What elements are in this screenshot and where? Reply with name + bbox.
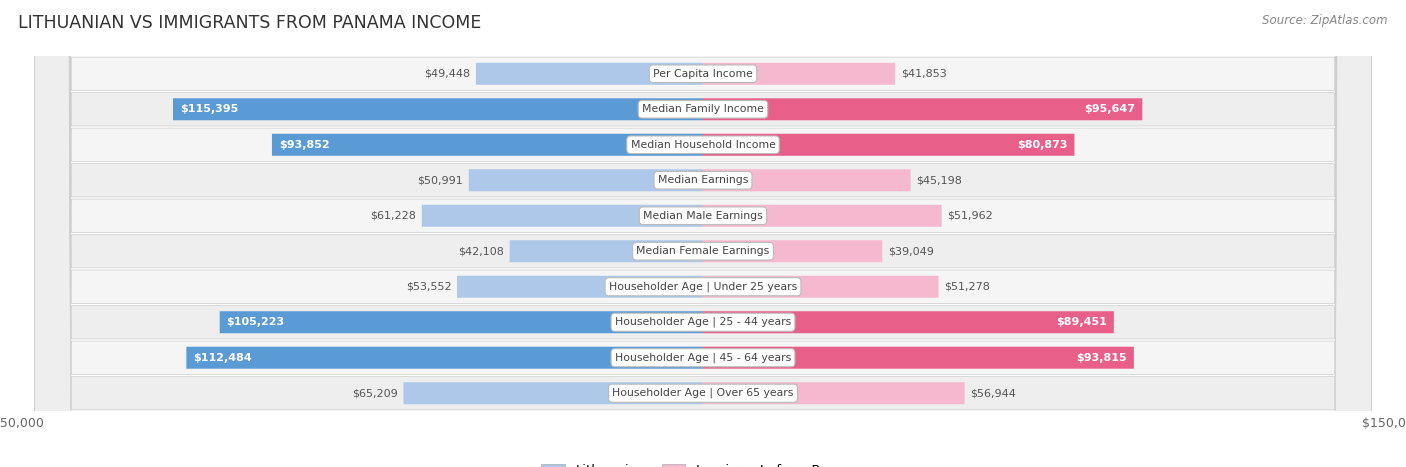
FancyBboxPatch shape [35, 0, 1371, 467]
Text: $53,552: $53,552 [406, 282, 451, 292]
FancyBboxPatch shape [703, 240, 883, 262]
FancyBboxPatch shape [35, 0, 1371, 467]
Text: Median Family Income: Median Family Income [643, 104, 763, 114]
Text: Householder Age | Under 25 years: Householder Age | Under 25 years [609, 282, 797, 292]
FancyBboxPatch shape [703, 382, 965, 404]
Text: Source: ZipAtlas.com: Source: ZipAtlas.com [1263, 14, 1388, 27]
FancyBboxPatch shape [703, 134, 1074, 156]
FancyBboxPatch shape [187, 347, 703, 369]
FancyBboxPatch shape [457, 276, 703, 298]
Text: $115,395: $115,395 [180, 104, 238, 114]
Text: $51,962: $51,962 [948, 211, 993, 221]
FancyBboxPatch shape [703, 169, 911, 191]
Text: Median Household Income: Median Household Income [630, 140, 776, 150]
Text: $42,108: $42,108 [458, 246, 505, 256]
Text: $112,484: $112,484 [193, 353, 252, 363]
FancyBboxPatch shape [35, 0, 1371, 467]
FancyBboxPatch shape [703, 276, 939, 298]
Text: $80,873: $80,873 [1017, 140, 1067, 150]
Text: Median Earnings: Median Earnings [658, 175, 748, 185]
Text: $56,944: $56,944 [970, 388, 1017, 398]
Text: Householder Age | 25 - 44 years: Householder Age | 25 - 44 years [614, 317, 792, 327]
Text: $61,228: $61,228 [370, 211, 416, 221]
Text: LITHUANIAN VS IMMIGRANTS FROM PANAMA INCOME: LITHUANIAN VS IMMIGRANTS FROM PANAMA INC… [18, 14, 482, 32]
Text: $93,852: $93,852 [278, 140, 329, 150]
FancyBboxPatch shape [422, 205, 703, 227]
Text: $39,049: $39,049 [887, 246, 934, 256]
Text: Per Capita Income: Per Capita Income [652, 69, 754, 79]
Text: $65,209: $65,209 [353, 388, 398, 398]
Text: $49,448: $49,448 [425, 69, 471, 79]
Text: $51,278: $51,278 [943, 282, 990, 292]
Text: Householder Age | 45 - 64 years: Householder Age | 45 - 64 years [614, 353, 792, 363]
FancyBboxPatch shape [35, 0, 1371, 467]
FancyBboxPatch shape [35, 0, 1371, 467]
FancyBboxPatch shape [703, 98, 1142, 120]
FancyBboxPatch shape [35, 0, 1371, 467]
FancyBboxPatch shape [703, 63, 896, 85]
FancyBboxPatch shape [468, 169, 703, 191]
Text: $41,853: $41,853 [901, 69, 946, 79]
FancyBboxPatch shape [509, 240, 703, 262]
FancyBboxPatch shape [703, 311, 1114, 333]
FancyBboxPatch shape [35, 0, 1371, 467]
FancyBboxPatch shape [271, 134, 703, 156]
Text: $95,647: $95,647 [1084, 104, 1136, 114]
FancyBboxPatch shape [219, 311, 703, 333]
Text: $105,223: $105,223 [226, 317, 285, 327]
Text: Median Female Earnings: Median Female Earnings [637, 246, 769, 256]
FancyBboxPatch shape [35, 0, 1371, 467]
Text: $45,198: $45,198 [917, 175, 962, 185]
FancyBboxPatch shape [404, 382, 703, 404]
Text: $50,991: $50,991 [418, 175, 464, 185]
FancyBboxPatch shape [35, 0, 1371, 467]
FancyBboxPatch shape [173, 98, 703, 120]
Text: Median Male Earnings: Median Male Earnings [643, 211, 763, 221]
FancyBboxPatch shape [703, 347, 1133, 369]
FancyBboxPatch shape [703, 205, 942, 227]
FancyBboxPatch shape [35, 0, 1371, 467]
Text: $93,815: $93,815 [1077, 353, 1128, 363]
Legend: Lithuanian, Immigrants from Panama: Lithuanian, Immigrants from Panama [536, 459, 870, 467]
Text: Householder Age | Over 65 years: Householder Age | Over 65 years [612, 388, 794, 398]
Text: $89,451: $89,451 [1056, 317, 1107, 327]
FancyBboxPatch shape [475, 63, 703, 85]
